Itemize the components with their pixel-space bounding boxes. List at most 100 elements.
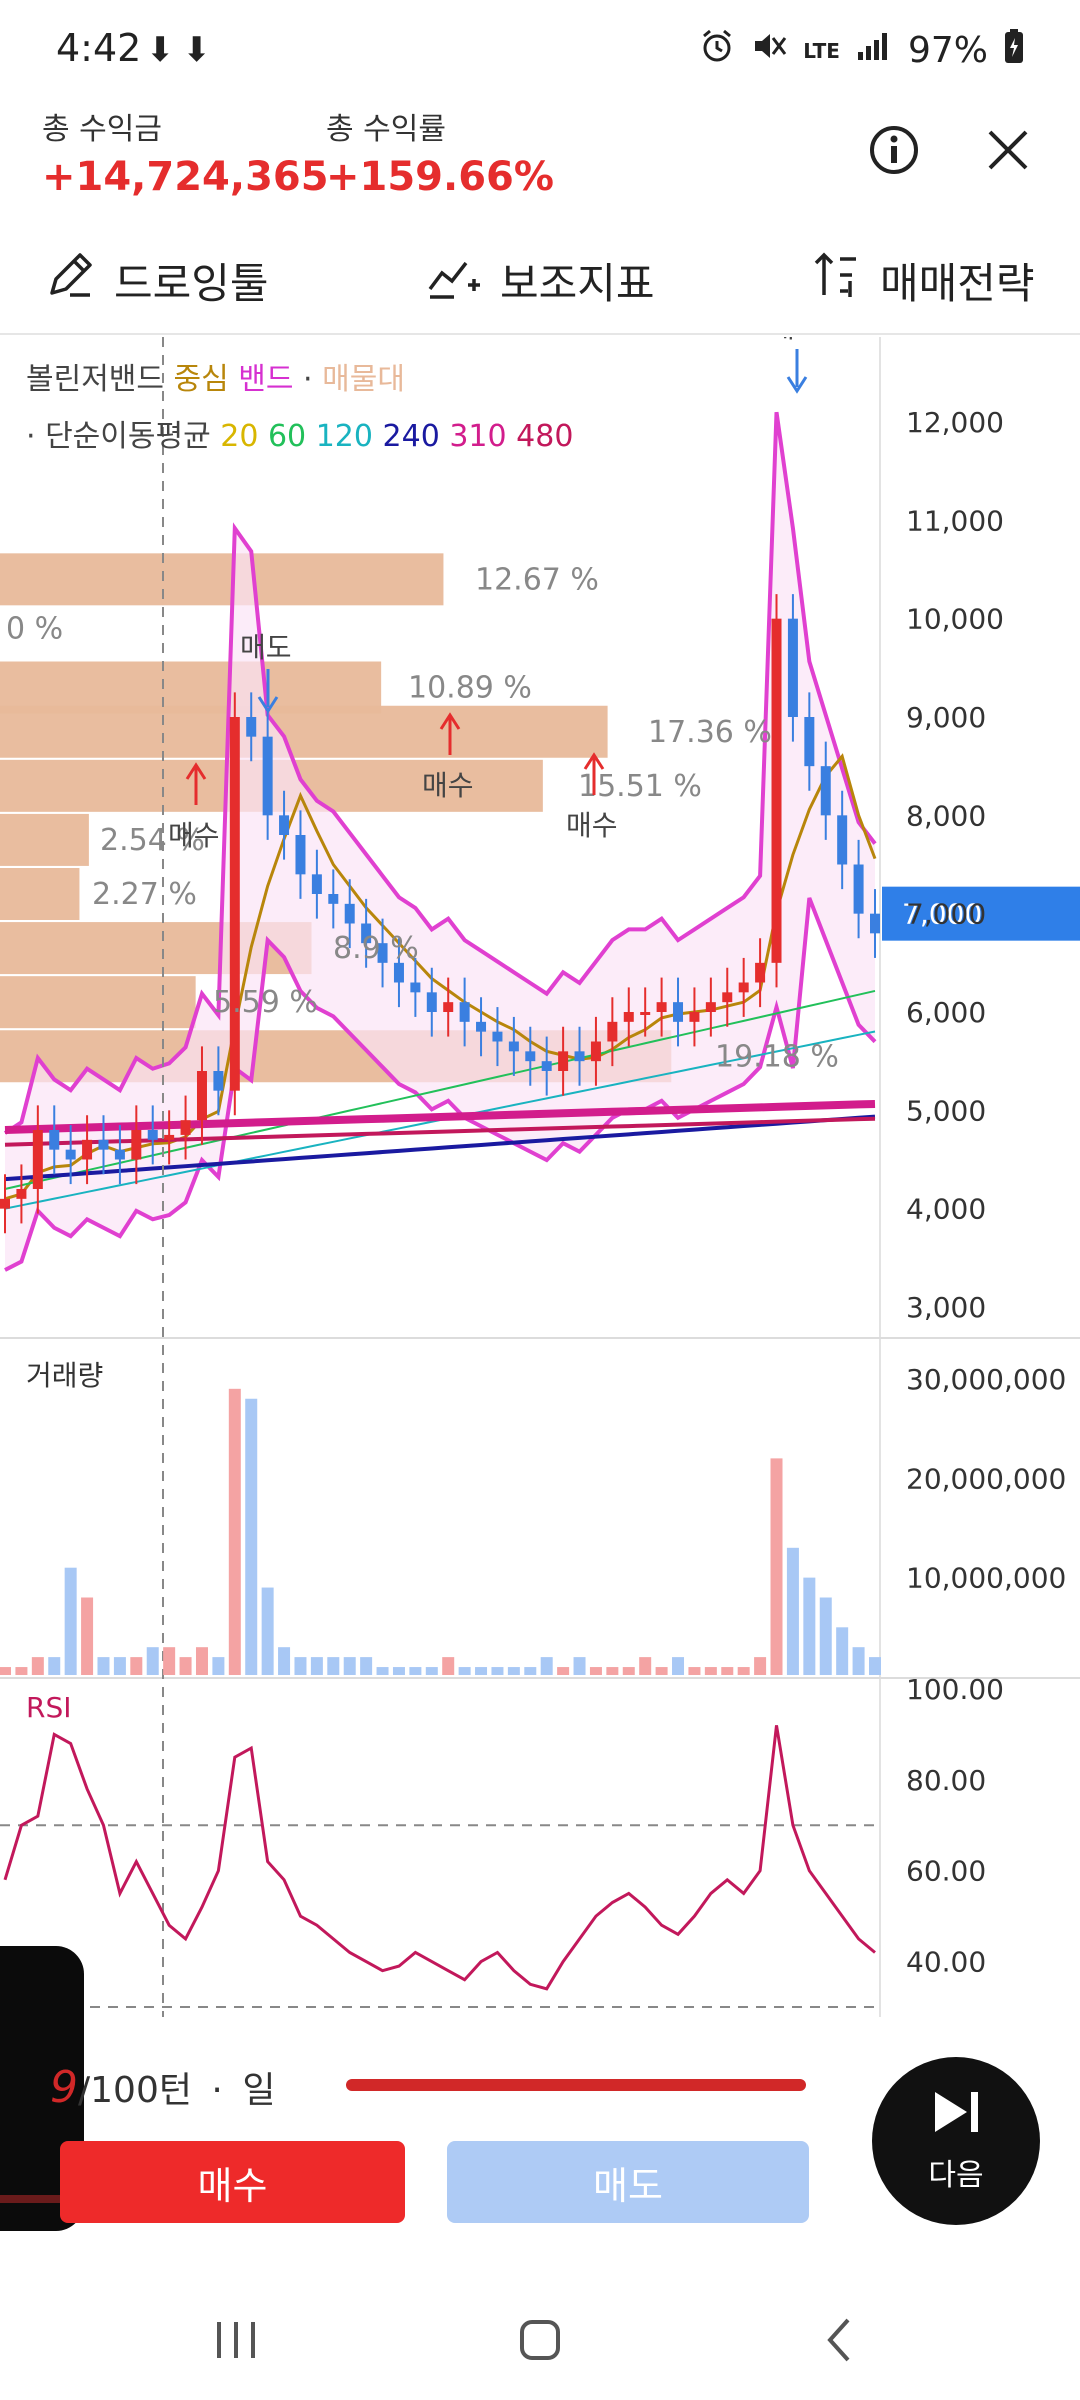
candle-body bbox=[558, 1051, 569, 1071]
sell-marker-arrowhead bbox=[257, 696, 279, 714]
turn-current: 9 bbox=[50, 2062, 78, 2113]
candle-body bbox=[377, 943, 388, 963]
volume-bar bbox=[97, 1657, 110, 1675]
download-icon: ⬇⬇ bbox=[146, 30, 219, 70]
sma-310-line bbox=[4, 1099, 876, 1134]
legend-sma-60: 60 bbox=[267, 419, 307, 454]
volume-profile-bar bbox=[0, 705, 608, 758]
volume-bar bbox=[737, 1667, 750, 1675]
drawing-tool-label: 드로잉툴 bbox=[114, 258, 269, 308]
candle-body bbox=[853, 864, 864, 914]
drawing-tool-button[interactable]: 드로잉툴 bbox=[44, 245, 269, 315]
current-price-tag bbox=[882, 886, 1080, 941]
current-price-label: 7,000 bbox=[902, 898, 982, 931]
status-bar: 4:42 ⬇⬇ LTE 97% bbox=[0, 0, 1080, 100]
rsi-axis-label: 60.00 bbox=[906, 1855, 986, 1888]
buy-marker-arrowhead bbox=[185, 762, 207, 780]
candle-body bbox=[508, 1041, 519, 1052]
recent-apps-icon[interactable] bbox=[196, 2310, 276, 2370]
legend-sma-20: 20 bbox=[220, 419, 259, 454]
volume-bar bbox=[425, 1667, 438, 1675]
candle-body bbox=[295, 835, 306, 875]
overlay-strip bbox=[0, 2195, 66, 2203]
price-axis-label: 7,000 bbox=[906, 898, 986, 931]
volume-bar bbox=[392, 1667, 405, 1675]
candle-body bbox=[574, 1051, 585, 1062]
toolbar: 드로잉툴 보조지표 매매전략 bbox=[0, 225, 1080, 335]
status-right-icons: LTE 97% bbox=[699, 28, 1024, 73]
volume-bar bbox=[491, 1667, 504, 1675]
candle-body bbox=[262, 736, 273, 816]
volume-bar bbox=[195, 1647, 208, 1675]
buy-marker-arrowhead bbox=[583, 752, 605, 770]
turn-period: 일 bbox=[242, 2070, 276, 2111]
buy-marker-label: 매수 bbox=[566, 809, 618, 842]
candle-body bbox=[673, 1002, 684, 1022]
volume-profile-bar bbox=[0, 813, 89, 866]
legend-dot: · bbox=[303, 362, 313, 397]
candle-body bbox=[32, 1130, 43, 1189]
price-axis-label: 3,000 bbox=[906, 1291, 986, 1324]
volume-bar bbox=[130, 1657, 143, 1675]
strategy-button[interactable]: 매매전략 bbox=[810, 245, 1035, 315]
candle-body bbox=[131, 1130, 142, 1160]
volume-axis-label: 30,000,000 bbox=[906, 1363, 1066, 1396]
volume-bar bbox=[606, 1667, 619, 1675]
volume-bar bbox=[327, 1657, 340, 1675]
volume-profile-bar bbox=[0, 868, 80, 920]
volume-bar bbox=[819, 1597, 832, 1675]
volume-bar bbox=[836, 1627, 849, 1675]
chart-svg[interactable]: 7,000 12,000 11,000 10,000 9,000 8,000 7,000 6,… bbox=[0, 337, 1080, 2017]
candle-body bbox=[279, 815, 290, 835]
volume-profile-label: 0 % bbox=[6, 612, 63, 647]
volume-profile-label: 5.59 % bbox=[213, 985, 318, 1020]
volume-profile-label: 17.36 % bbox=[648, 715, 772, 750]
sort-arrows-icon bbox=[810, 249, 862, 311]
candle-body bbox=[180, 1120, 191, 1135]
legend-bollinger: 볼린저밴드 중심 밴드 · 매물대 bbox=[26, 354, 405, 398]
buy-marker-label: 매수 bbox=[168, 819, 220, 852]
chart-area[interactable]: 7,000 12,000 11,000 10,000 9,000 8,000 7,000 6,… bbox=[0, 337, 1080, 2017]
candle-body bbox=[213, 1071, 224, 1091]
candle-body bbox=[0, 1198, 10, 1209]
price-axis-label: 10,000 bbox=[906, 603, 1004, 636]
battery-icon bbox=[1004, 28, 1024, 73]
indicator-button[interactable]: 보조지표 bbox=[426, 245, 655, 315]
candle-body bbox=[837, 815, 848, 865]
home-icon[interactable] bbox=[500, 2310, 580, 2370]
close-icon[interactable] bbox=[978, 120, 1038, 180]
back-icon[interactable] bbox=[800, 2310, 880, 2370]
buy-button[interactable]: 매수 bbox=[60, 2141, 405, 2223]
next-button[interactable]: 다음 bbox=[872, 2057, 1040, 2225]
price-axis-label: 11,000 bbox=[906, 504, 1004, 537]
volume-bar bbox=[0, 1667, 11, 1675]
price-axis-label: 8,000 bbox=[906, 799, 986, 832]
sma-60-line bbox=[4, 989, 876, 1190]
volume-bar bbox=[343, 1657, 356, 1675]
volume-bar bbox=[803, 1577, 816, 1675]
volume-bar bbox=[655, 1667, 668, 1675]
candle-body bbox=[722, 992, 733, 1003]
legend-sma-480: 480 bbox=[516, 419, 574, 454]
volume-profile-bar bbox=[0, 976, 196, 1029]
volume-bar bbox=[852, 1647, 865, 1675]
volume-profile-bar bbox=[0, 553, 444, 606]
candle-body bbox=[65, 1149, 76, 1160]
info-icon[interactable] bbox=[864, 120, 924, 180]
volume-bar bbox=[113, 1657, 126, 1675]
candle-body bbox=[443, 1002, 454, 1012]
mute-icon bbox=[751, 28, 787, 73]
volume-bar bbox=[754, 1657, 767, 1675]
volume-bar bbox=[557, 1667, 570, 1675]
volume-axis-label: 10,000,000 bbox=[906, 1562, 1066, 1595]
volume-bar bbox=[409, 1667, 422, 1675]
volume-bar bbox=[869, 1657, 881, 1675]
candle-body bbox=[525, 1051, 536, 1062]
bollinger-upper-line bbox=[3, 411, 877, 1135]
candle-body bbox=[689, 1012, 700, 1022]
volume-bar bbox=[589, 1667, 602, 1675]
sell-button[interactable]: 매도 bbox=[447, 2141, 809, 2223]
indicator-label: 보조지표 bbox=[500, 258, 655, 308]
candle-body bbox=[114, 1149, 125, 1160]
volume-profile-label: 2.54 % bbox=[100, 823, 205, 858]
